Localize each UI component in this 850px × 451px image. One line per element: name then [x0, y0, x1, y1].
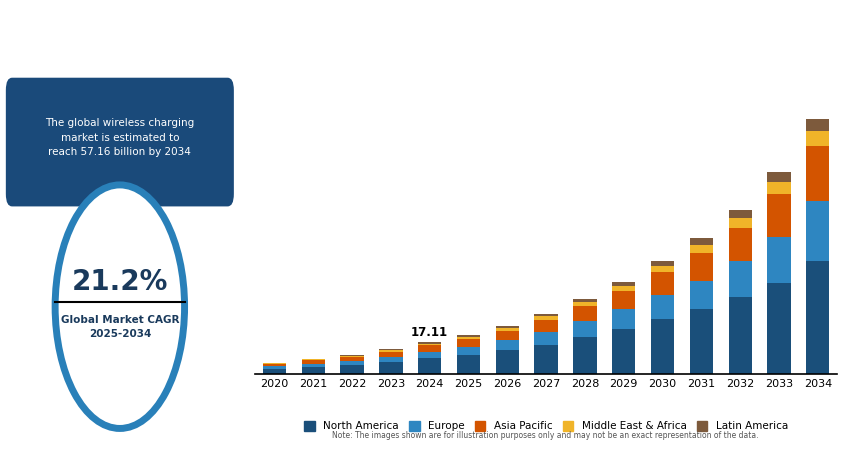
- Text: Source: www.polarismarketresearch.com: Source: www.polarismarketresearch.com: [46, 436, 194, 442]
- Bar: [689, 281, 713, 309]
- Bar: [651, 272, 674, 295]
- Bar: [612, 282, 636, 286]
- Bar: [573, 307, 597, 322]
- Bar: [302, 367, 325, 374]
- FancyBboxPatch shape: [5, 77, 235, 207]
- Bar: [263, 366, 286, 368]
- Bar: [612, 286, 636, 291]
- Bar: [573, 322, 597, 337]
- Text: The global wireless charging
market is estimated to
reach 57.16 billion by 2034: The global wireless charging market is e…: [45, 118, 195, 157]
- Bar: [418, 359, 441, 374]
- Text: 17.11: 17.11: [411, 327, 448, 339]
- Circle shape: [55, 185, 184, 428]
- Bar: [768, 237, 791, 283]
- Text: Global Market CAGR: Global Market CAGR: [60, 315, 179, 325]
- Legend: North America, Europe, Asia Pacific, Middle East & Africa, Latin America: North America, Europe, Asia Pacific, Mid…: [300, 417, 792, 436]
- Bar: [768, 182, 791, 194]
- Bar: [535, 320, 558, 332]
- Text: 2025-2034: 2025-2034: [88, 329, 151, 339]
- Bar: [806, 131, 830, 146]
- Bar: [456, 335, 480, 337]
- Bar: [379, 350, 403, 352]
- Bar: [379, 352, 403, 357]
- Bar: [379, 362, 403, 374]
- Bar: [573, 337, 597, 374]
- Bar: [456, 339, 480, 347]
- Bar: [806, 146, 830, 201]
- Bar: [456, 355, 480, 374]
- Bar: [806, 261, 830, 374]
- Bar: [496, 340, 519, 350]
- Bar: [728, 297, 752, 374]
- Bar: [612, 309, 636, 329]
- Bar: [689, 253, 713, 281]
- Bar: [535, 314, 558, 316]
- Bar: [689, 245, 713, 253]
- Bar: [651, 319, 674, 374]
- Bar: [728, 210, 752, 218]
- Bar: [418, 344, 441, 345]
- Bar: [612, 329, 636, 374]
- Text: Wireless Charging Market: Wireless Charging Market: [258, 13, 542, 32]
- Bar: [340, 355, 364, 357]
- Bar: [651, 261, 674, 266]
- Bar: [418, 345, 441, 352]
- Bar: [651, 266, 674, 272]
- Bar: [263, 363, 286, 364]
- Bar: [379, 349, 403, 350]
- Bar: [728, 218, 752, 228]
- Bar: [379, 357, 403, 362]
- Bar: [340, 365, 364, 374]
- Bar: [263, 364, 286, 366]
- Text: Note: The images shown are for illustration purposes only and may not be an exac: Note: The images shown are for illustrat…: [332, 431, 758, 440]
- Bar: [535, 332, 558, 345]
- Text: MARKET RESEARCH: MARKET RESEARCH: [76, 54, 164, 63]
- Bar: [496, 350, 519, 374]
- Bar: [689, 239, 713, 245]
- Bar: [768, 283, 791, 374]
- Bar: [496, 328, 519, 331]
- Bar: [806, 201, 830, 261]
- Text: 21.2%: 21.2%: [71, 268, 168, 296]
- Bar: [728, 228, 752, 261]
- Bar: [340, 361, 364, 365]
- Bar: [340, 357, 364, 361]
- Bar: [768, 194, 791, 237]
- Bar: [302, 364, 325, 367]
- Bar: [768, 172, 791, 182]
- Bar: [573, 302, 597, 307]
- Bar: [456, 337, 480, 339]
- Bar: [263, 368, 286, 374]
- Bar: [612, 291, 636, 309]
- Bar: [535, 345, 558, 374]
- Bar: [302, 359, 325, 360]
- Bar: [496, 331, 519, 340]
- Bar: [651, 295, 674, 319]
- Text: POLARIS: POLARIS: [76, 23, 163, 41]
- Bar: [496, 326, 519, 328]
- Bar: [573, 299, 597, 302]
- Bar: [689, 309, 713, 374]
- Bar: [456, 347, 480, 355]
- Bar: [418, 352, 441, 359]
- Bar: [302, 360, 325, 364]
- Bar: [418, 342, 441, 344]
- Bar: [535, 316, 558, 320]
- Text: Size, By Region, 2020 - 2034 (USD Billion): Size, By Region, 2020 - 2034 (USD Billio…: [258, 52, 521, 65]
- Bar: [806, 119, 830, 131]
- Bar: [728, 261, 752, 297]
